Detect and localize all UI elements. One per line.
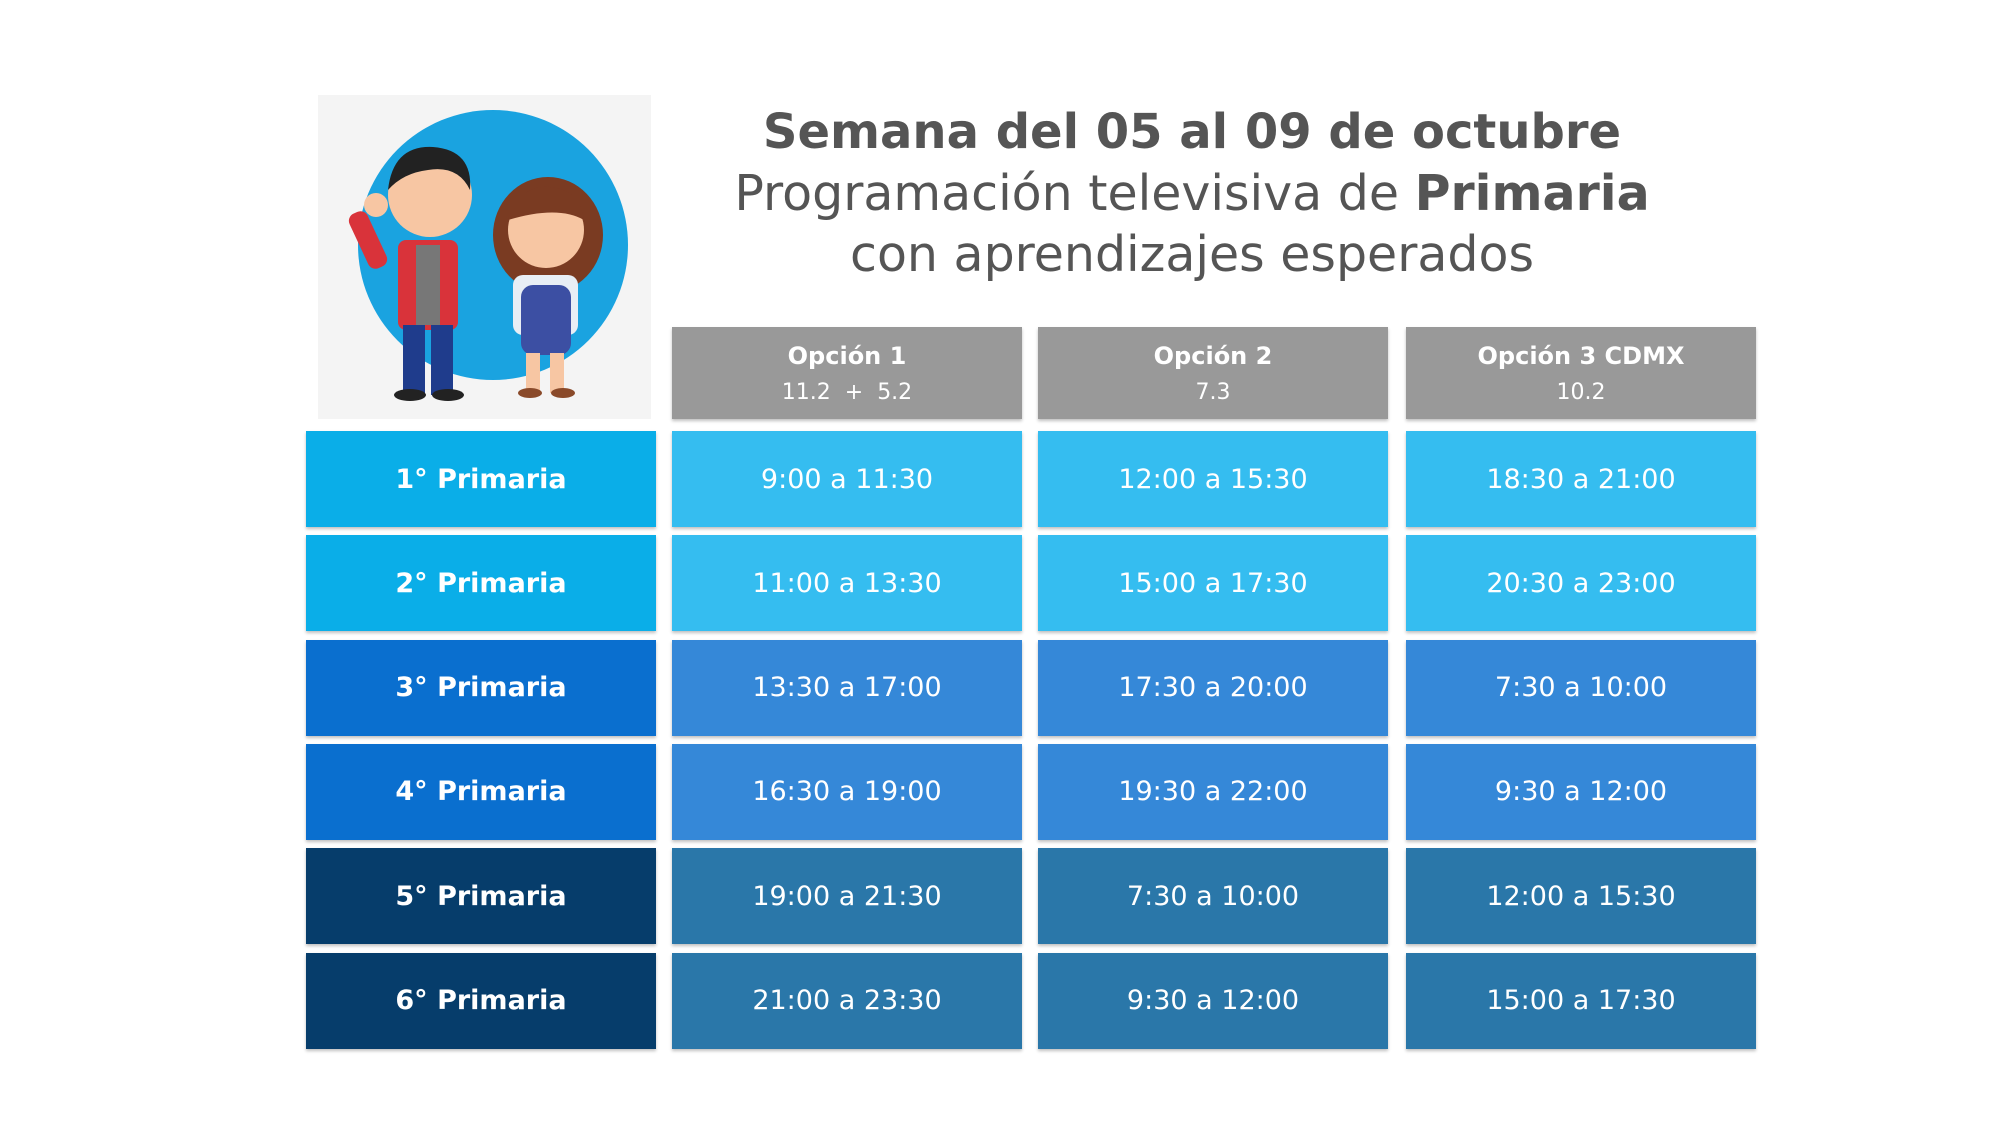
- time-cell: 16:30 a 19:00: [672, 743, 1022, 840]
- row-label: 2° Primaria: [306, 535, 656, 632]
- time-cell: 19:00 a 21:30: [672, 848, 1022, 945]
- row-label: 4° Primaria: [306, 743, 656, 840]
- time-cell: 19:30 a 22:00: [1038, 743, 1388, 840]
- time-cell: 9:30 a 12:00: [1038, 952, 1388, 1049]
- row-label: 3° Primaria: [306, 639, 656, 736]
- illustration: [318, 95, 651, 419]
- time-cell: 17:30 a 20:00: [1038, 639, 1388, 736]
- row-label: 5° Primaria: [306, 848, 656, 945]
- time-cell: 11:00 a 13:30: [672, 535, 1022, 632]
- row-label: 1° Primaria: [306, 431, 656, 527]
- time-cell: 7:30 a 10:00: [1038, 848, 1388, 945]
- subtitle: Programación televisiva de Primaria: [672, 165, 1712, 222]
- column-channel: 7.3: [1195, 379, 1231, 405]
- subtitle-line: con aprendizajes esperados: [850, 226, 1534, 283]
- column-name: Opción 2: [1153, 341, 1273, 370]
- column-channel: 10.2: [1556, 379, 1606, 405]
- column-channel: 11.2 + 5.2: [781, 379, 913, 405]
- time-cell: 12:00 a 15:30: [1406, 848, 1756, 945]
- column-header: Opción 1 11.2 + 5.2: [672, 327, 1022, 419]
- column-name: Opción 3 CDMX: [1477, 341, 1685, 370]
- time-cell: 21:00 a 23:30: [672, 952, 1022, 1049]
- time-cell: 15:00 a 17:30: [1406, 952, 1756, 1049]
- time-cell: 9:00 a 11:30: [672, 431, 1022, 527]
- subtitle-bold: Primaria: [1414, 165, 1650, 222]
- kids-illustration: [348, 110, 628, 401]
- time-cell: 13:30 a 17:00: [672, 639, 1022, 736]
- time-cell: 20:30 a 23:00: [1406, 535, 1756, 632]
- column-header: Opción 2 7.3: [1038, 327, 1388, 419]
- time-cell: 7:30 a 10:00: [1406, 639, 1756, 736]
- time-cell: 9:30 a 12:00: [1406, 743, 1756, 840]
- time-cell: 18:30 a 21:00: [1406, 431, 1756, 527]
- subtitle-prefix: Programación televisiva de: [734, 165, 1400, 222]
- time-cell: 15:00 a 17:30: [1038, 535, 1388, 632]
- column-name: Opción 1: [787, 341, 907, 370]
- row-label: 6° Primaria: [306, 952, 656, 1049]
- time-cell: 12:00 a 15:30: [1038, 431, 1388, 527]
- title: Semana del 05 al 09 de octubre: [762, 104, 1622, 160]
- column-header: Opción 3 CDMX 10.2: [1406, 327, 1756, 419]
